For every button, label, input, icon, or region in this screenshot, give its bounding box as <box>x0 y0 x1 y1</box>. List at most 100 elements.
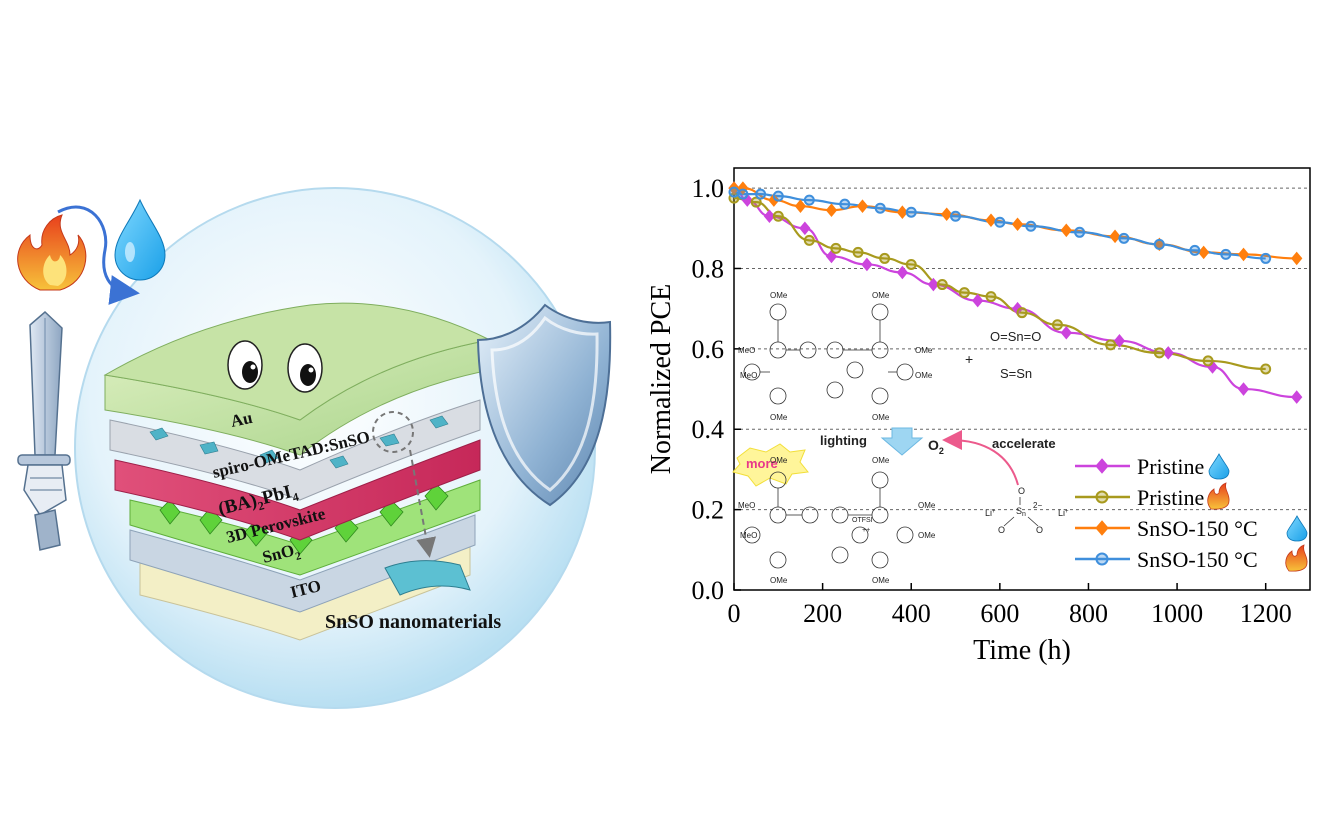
data-point-1 <box>1016 307 1028 319</box>
meo-label: MeO <box>738 346 755 355</box>
otfsi-label: OTFSI <box>852 517 873 524</box>
data-point-3 <box>1153 238 1165 250</box>
series-markers <box>728 181 1303 404</box>
x-tick-label: 200 <box>803 599 842 628</box>
data-point-2 <box>825 203 838 217</box>
data-point-3 <box>1260 252 1272 264</box>
label-au: Au <box>229 408 254 431</box>
label-snso-nanomaterials: SnSO nanomaterials <box>325 611 501 633</box>
y-tick-label: 0.0 <box>692 576 725 605</box>
legend-label: SnSO-150 °C <box>1137 547 1258 572</box>
data-point-0 <box>1113 334 1126 348</box>
data-point-2 <box>856 199 869 213</box>
data-point-3 <box>1074 226 1086 238</box>
sulfate-s: Sn <box>1016 506 1026 518</box>
sulfate-charge: 2− <box>1033 501 1042 510</box>
data-point-0 <box>1060 325 1072 340</box>
legend-marker <box>1095 490 1109 504</box>
data-point-0 <box>799 221 811 236</box>
sulfate-o-left: O <box>998 525 1005 535</box>
data-point-1 <box>1051 319 1063 331</box>
gridlines <box>734 187 1310 511</box>
data-point-3 <box>1025 220 1037 232</box>
ome-label: OMe <box>770 291 788 300</box>
data-point-0 <box>972 293 984 308</box>
data-point-1 <box>852 246 864 258</box>
li-right: Li+ <box>1058 508 1069 518</box>
data-point-3 <box>803 194 815 206</box>
data-point-3 <box>1118 232 1130 244</box>
x-tick-label: 400 <box>892 599 931 628</box>
litfsi-structure: Li+ O Sn 2− O O Li+ <box>985 486 1069 535</box>
zoom-arrow <box>409 449 437 558</box>
data-point-1 <box>1153 347 1165 359</box>
legend-marker <box>1095 458 1109 474</box>
data-point-2 <box>1237 247 1250 262</box>
meo-label: MeO <box>740 531 757 540</box>
flame-icon <box>1207 482 1230 510</box>
o2-main: O <box>928 437 939 453</box>
ome-label: OMe <box>770 456 788 465</box>
data-point-1 <box>1260 363 1272 375</box>
label-sno2-sub: 2 <box>294 550 303 563</box>
label-ba-sub2: 4 <box>291 490 300 505</box>
y-axis-ticks: 0.0 0.2 0.4 0.6 0.8 1.0 <box>692 174 741 605</box>
data-point-1 <box>750 196 762 208</box>
ome-label: OMe <box>915 346 933 355</box>
data-point-1 <box>936 279 948 291</box>
ome-label: OMe <box>915 371 933 380</box>
data-point-0 <box>1237 382 1250 396</box>
series-line-1 <box>733 197 1266 371</box>
sulfate-o-top: O <box>1018 486 1025 496</box>
chemistry-overlay: OMe OMe MeO MeO OMe OMe OMe OMe + O=Sn=O… <box>732 291 1069 585</box>
ome-label: OMe <box>918 531 936 540</box>
sword-icon <box>17 310 71 551</box>
layer-ba2pbi4 <box>114 439 481 541</box>
data-point-3 <box>874 202 886 214</box>
data-point-0 <box>861 257 873 272</box>
data-point-2 <box>1060 223 1072 238</box>
ome-label: OMe <box>770 576 788 585</box>
x-tick-label: 1200 <box>1240 599 1292 628</box>
sns-formula: S=Sn <box>1000 366 1032 381</box>
data-point-3 <box>1189 244 1201 256</box>
lighting-arrow <box>880 427 924 456</box>
flame-icon <box>1285 544 1308 572</box>
ome-label: OMe <box>872 413 890 422</box>
x-tick-label: 1000 <box>1151 599 1203 628</box>
pce-stability-chart: 0 200 400 600 800 1000 1200 0.0 0.2 0.4 0.6 0.8 1.0… <box>646 167 1311 666</box>
data-point-0 <box>763 209 776 224</box>
legend-label: Pristine <box>1137 454 1204 479</box>
data-point-3 <box>772 190 784 202</box>
data-point-2 <box>941 207 953 222</box>
sno2-formula: O=Sn=O <box>990 329 1041 344</box>
data-point-1 <box>1202 355 1214 367</box>
y-tick-label: 0.8 <box>692 254 725 283</box>
spiro-neutral-structure <box>743 303 914 405</box>
data-point-0 <box>927 277 940 292</box>
data-point-2 <box>1291 251 1303 266</box>
accelerate-arrow <box>942 430 1019 486</box>
data-point-3 <box>905 206 917 218</box>
data-point-1 <box>905 258 917 270</box>
ome-label: OMe <box>918 501 936 510</box>
y-tick-label: 1.0 <box>692 174 725 203</box>
data-point-1 <box>803 234 815 246</box>
plot-frame <box>733 167 1311 591</box>
shield-icon <box>476 303 612 507</box>
plus-sign: + <box>965 351 973 367</box>
data-point-0 <box>896 265 909 280</box>
data-point-1 <box>985 291 997 303</box>
chart-legend: Pristine Pristine SnSO-150 °C SnSO-150 °C <box>1075 453 1308 572</box>
data-point-2 <box>896 205 909 219</box>
data-point-3 <box>737 188 749 200</box>
curved-arrow <box>57 205 140 305</box>
y-tick-label: 0.4 <box>692 415 725 444</box>
sulfate-o-right: O <box>1036 525 1043 535</box>
layer-spiro-ometad <box>109 399 481 501</box>
data-point-1 <box>1105 339 1117 351</box>
legend-marker <box>1095 552 1109 566</box>
ome-label: OMe <box>872 291 890 300</box>
